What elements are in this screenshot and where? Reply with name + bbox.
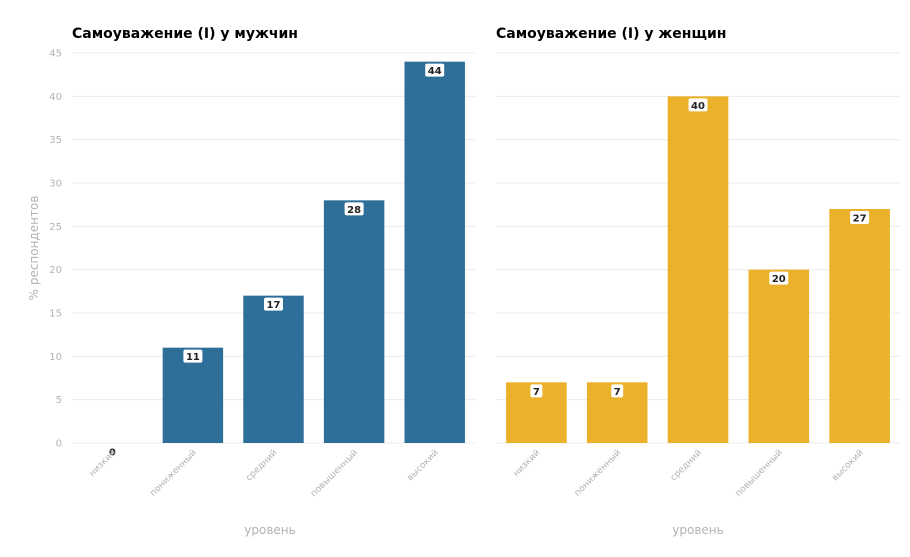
women-data-label: 7: [530, 384, 543, 398]
svg-text:17: 17: [267, 300, 281, 311]
svg-text:7: 7: [533, 387, 540, 398]
men-data-label: 28: [344, 202, 364, 216]
women-x-tick-label: низкий: [512, 448, 543, 479]
men-x-tick-label: пониженный: [148, 448, 199, 499]
women-data-label: 40: [688, 98, 708, 112]
men-bar-высокий: [404, 61, 465, 444]
men-x-tick-label: повышенный: [309, 448, 360, 499]
svg-text:44: 44: [428, 66, 442, 77]
svg-text:27: 27: [853, 214, 867, 225]
y-tick-label: 5: [56, 395, 62, 406]
men-y-axis-title: % респондентов: [27, 196, 41, 301]
men-data-label: 17: [264, 297, 283, 311]
men-x-axis-title: уровень: [244, 523, 295, 537]
men-x-tick-label: высокий: [405, 448, 440, 483]
y-tick-label: 20: [49, 265, 62, 276]
y-tick-label: 40: [49, 92, 62, 103]
women-x-tick-label: высокий: [830, 448, 865, 483]
y-tick-label: 25: [49, 222, 62, 233]
svg-text:40: 40: [691, 101, 705, 112]
svg-text:20: 20: [772, 274, 786, 285]
svg-text:7: 7: [614, 387, 621, 398]
women-x-tick-label: повышенный: [734, 448, 785, 499]
men-x-tick-label: низкий: [88, 448, 119, 479]
women-data-label: 27: [850, 211, 870, 225]
men-data-label: 11: [183, 349, 203, 363]
women-x-axis-title: уровень: [672, 523, 723, 537]
svg-text:11: 11: [186, 352, 200, 363]
men-data-label: 0: [106, 445, 119, 459]
men-bar-повышенный: [323, 200, 385, 443]
women-chart-panel: Самоуважение (I) у женщин уровень 7 7 40 20…: [496, 26, 900, 537]
svg-text:28: 28: [347, 205, 361, 216]
men-chart-title: Самоуважение (I) у мужчин: [72, 26, 298, 42]
women-bar-повышенный: [748, 269, 810, 443]
men-data-label: 44: [425, 63, 445, 77]
men-chart-panel: Самоуважение (I) у мужчин % респондентов…: [27, 26, 475, 537]
y-tick-label: 0: [56, 439, 62, 450]
women-bar-средний: [667, 96, 729, 443]
y-tick-label: 10: [49, 352, 62, 363]
women-data-label: 20: [769, 271, 789, 285]
women-x-tick-label: пониженный: [573, 448, 624, 499]
y-tick-label: 30: [49, 179, 62, 190]
y-tick-label: 35: [49, 135, 62, 146]
women-x-tick-label: средний: [669, 448, 704, 483]
svg-text:0: 0: [109, 448, 116, 459]
women-chart-title: Самоуважение (I) у женщин: [496, 26, 726, 42]
men-bar-средний: [243, 295, 304, 443]
women-bar-высокий: [829, 209, 890, 443]
men-x-tick-label: средний: [244, 448, 279, 483]
women-data-label: 7: [611, 384, 624, 398]
y-tick-label: 45: [49, 49, 62, 60]
men-bar-пониженный: [162, 347, 224, 443]
y-tick-label: 15: [49, 309, 62, 320]
